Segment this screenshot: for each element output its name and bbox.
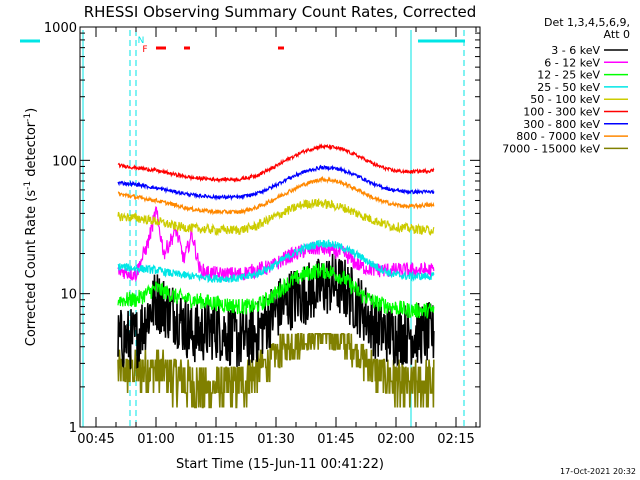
legend-label: 12 - 25 keV	[537, 69, 600, 82]
chart-title: RHESSI Observing Summary Count Rates, Co…	[84, 3, 477, 21]
series-line-25to50keV	[117, 239, 435, 284]
plot-frame	[79, 26, 481, 428]
legend-label: 25 - 50 keV	[537, 81, 600, 94]
legend-label: 6 - 12 keV	[544, 56, 600, 69]
x-tick-label: 02:00	[377, 432, 414, 447]
series-line-800to7000keV	[117, 175, 435, 216]
legend-header-attenuator: Att 0	[604, 28, 630, 41]
series-layer	[117, 143, 435, 409]
x-axis: 00:45 01:00 01:15 01:30 01:45 02:00 02:15	[77, 27, 477, 447]
flare-flag-label: F	[142, 45, 147, 55]
series-line-12to25keV	[117, 262, 435, 319]
y-tick-label: 1000	[44, 21, 77, 36]
legend-label: 300 - 800 keV	[523, 118, 600, 131]
legend-label: 800 - 7000 keV	[516, 130, 600, 143]
legend-label: 3 - 6 keV	[551, 44, 600, 57]
x-tick-label: 01:00	[137, 432, 174, 447]
night-flag-label: N	[138, 36, 145, 46]
y-tick-label: 10	[60, 288, 77, 303]
x-axis-label: Start Time (15-Jun-11 00:41:22)	[176, 457, 384, 472]
x-tick-label: 02:15	[437, 432, 474, 447]
x-tick-label: 00:45	[77, 432, 114, 447]
series-line-100to300keV	[117, 143, 435, 183]
x-tick-label: 01:15	[197, 432, 234, 447]
footer-date: 17-Oct-2021 20:32	[560, 467, 636, 476]
series-line-50to100keV	[117, 198, 435, 237]
legend-label: 100 - 300 keV	[523, 106, 600, 119]
series-line-300to800keV	[117, 164, 435, 201]
legend-label: 7000 - 15000 keV	[502, 142, 600, 155]
x-tick-label: 01:45	[317, 432, 354, 447]
legend-header-detectors: Det 1,3,4,5,6,9,	[544, 16, 630, 29]
y-axis-label: Corrected Count Rate (s-1 detector-1)	[23, 108, 39, 346]
legend-label: 50 - 100 keV	[530, 93, 600, 106]
x-tick-label: 01:30	[257, 432, 294, 447]
series-line-7000to15000keV	[117, 333, 435, 409]
y-tick-label: 100	[52, 154, 77, 169]
y-axis: 1 10 100 1000	[44, 21, 480, 436]
y-tick-label: 1	[69, 421, 77, 436]
